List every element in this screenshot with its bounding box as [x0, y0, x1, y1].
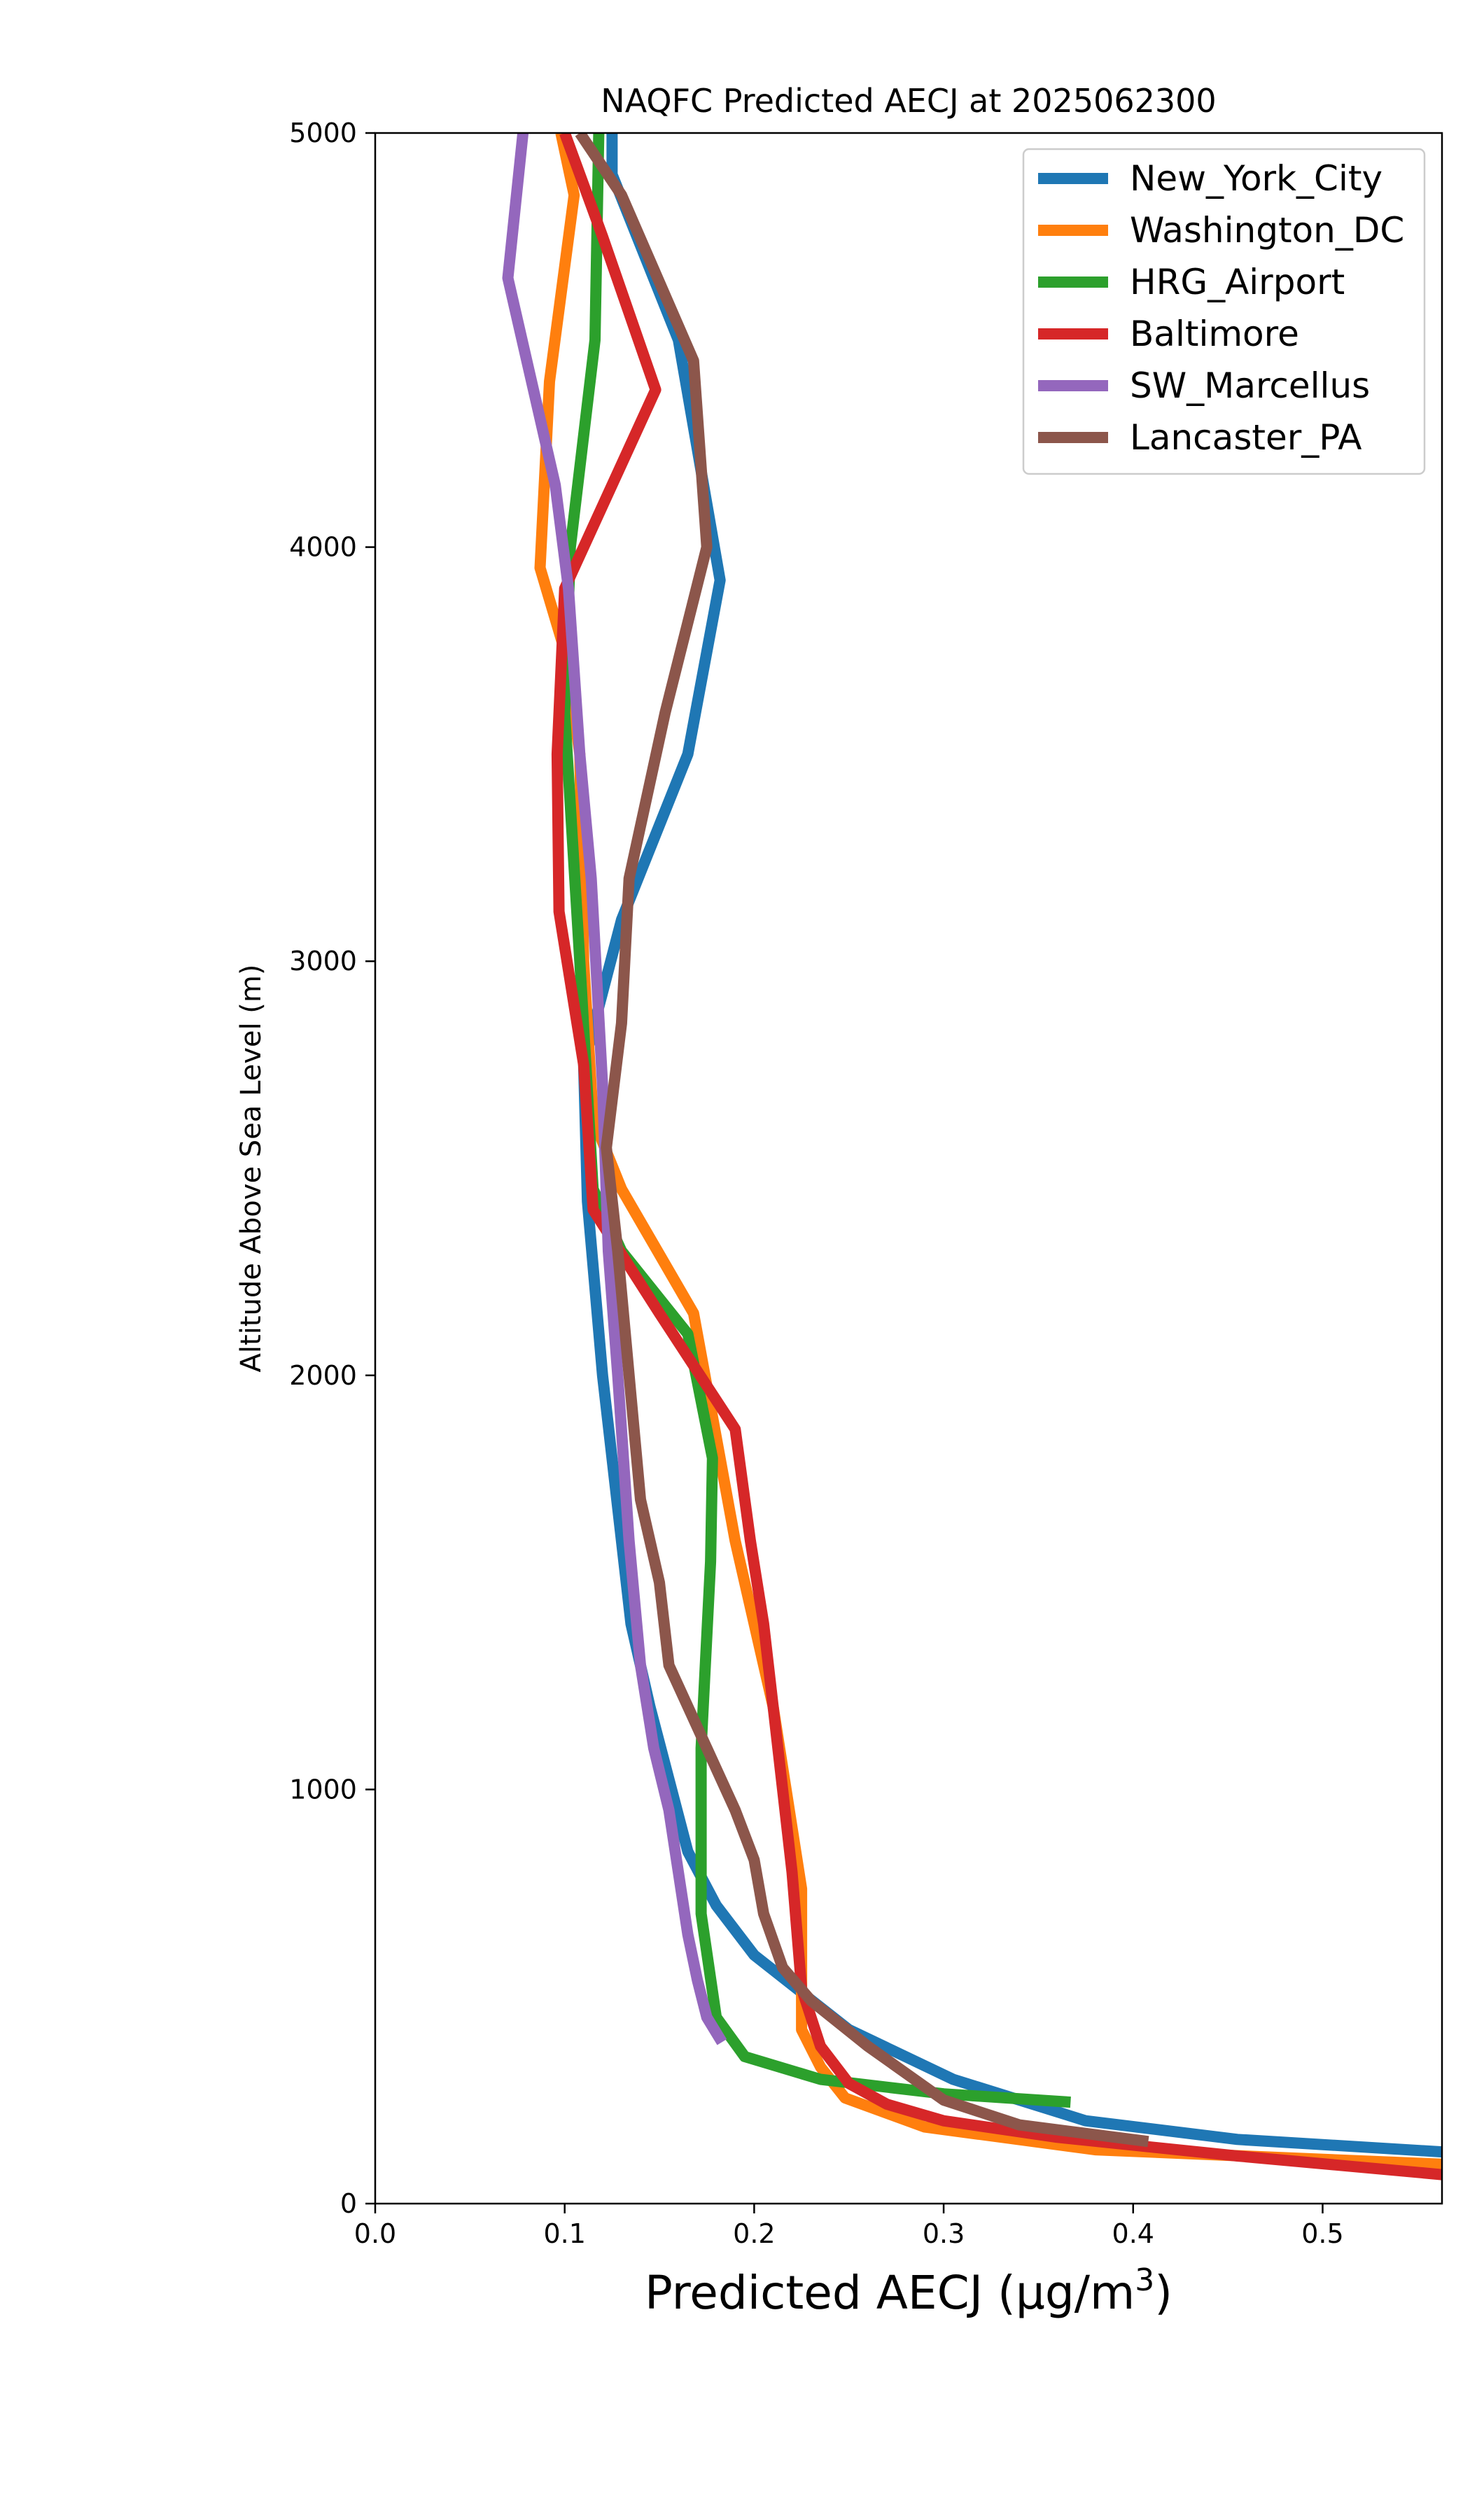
x-tick-label: 0.2: [733, 2218, 775, 2249]
legend-label: Baltimore: [1130, 314, 1299, 354]
x-tick-label: 0.5: [1301, 2218, 1343, 2249]
series-line-baltimore: [551, 133, 1442, 2180]
y-tick-label: 3000: [289, 946, 357, 976]
series-line-new-york-city: [578, 133, 1442, 2158]
legend-label: Washington_DC: [1130, 210, 1404, 251]
x-tick-label: 0.4: [1112, 2218, 1154, 2249]
y-tick-label: 2000: [289, 1360, 357, 1391]
legend: New_York_City Washington_DC HRG_Airport Bal…: [1022, 148, 1426, 475]
x-axis-label-superscript: 3: [1135, 2262, 1154, 2298]
y-axis-label: Altitude Above Sea Level (m): [235, 965, 267, 1373]
y-tick-label: 5000: [289, 118, 357, 148]
series-line-lancaster-pa: [575, 133, 1149, 2148]
chart-title: NAQFC Predicted AECJ at 2025062300: [601, 82, 1216, 120]
plot-frame: [374, 132, 1443, 2205]
y-axis-ticks: 0 1000 2000 3000 4000 5000: [289, 118, 375, 2219]
x-axis-label-unit: μg/m: [1016, 2266, 1135, 2320]
x-tick-label: 0.3: [923, 2218, 965, 2249]
legend-label: SW_Marcellus: [1130, 365, 1370, 406]
y-tick-label: 4000: [289, 532, 357, 563]
x-tick-label: 0.1: [543, 2218, 585, 2249]
x-axis-label-close: ): [1154, 2266, 1172, 2320]
y-tick-label: 1000: [289, 1774, 357, 1805]
x-tick-label: 0.0: [354, 2218, 396, 2249]
series-line-sw-marcellus: [502, 133, 727, 2045]
legend-label: New_York_City: [1130, 158, 1382, 199]
legend-items: New_York_City Washington_DC HRG_Airport Bal…: [1038, 158, 1404, 458]
series-line-washington-dc: [534, 133, 1442, 2170]
x-axis-label-text: Predicted AECJ (: [645, 2266, 1016, 2320]
legend-label: Lancaster_PA: [1130, 417, 1362, 458]
legend-label: HRG_Airport: [1130, 262, 1345, 302]
x-axis-label: Predicted AECJ (μg/m3): [645, 2262, 1172, 2320]
series-layer: [502, 133, 1442, 2180]
x-axis-ticks: 0.0 0.1 0.2 0.3 0.4 0.5: [354, 2204, 1344, 2249]
y-tick-label: 0: [340, 2188, 357, 2219]
legend-box: [1022, 148, 1426, 475]
